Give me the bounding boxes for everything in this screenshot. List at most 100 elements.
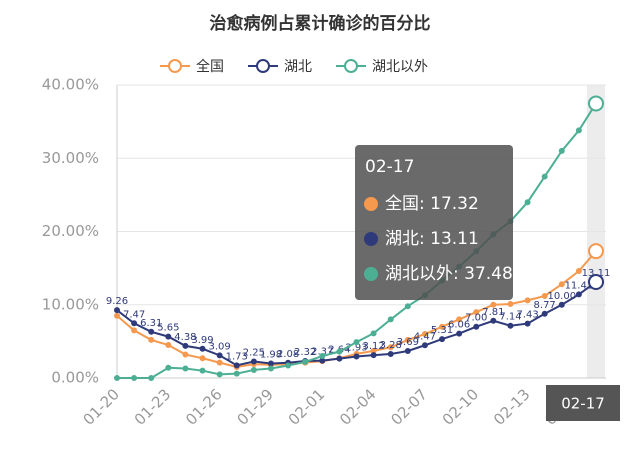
axis-pointer-label-bg [546,385,620,421]
data-point [541,292,548,299]
data-point [148,375,155,381]
data-label: 3.69 [397,337,419,348]
data-label: 2.37 [311,347,333,358]
data-point [541,173,548,180]
data-point [165,342,172,349]
data-point [131,375,138,381]
data-point [285,362,292,369]
data-point [524,297,531,304]
data-label: 9.26 [106,296,128,307]
axis-pointer-label: 02-17 [561,395,605,413]
data-label: 7.14 [499,312,521,323]
data-point [421,342,428,349]
x-tick-label: 01-23 [131,385,175,429]
legend-marker [168,59,182,73]
data-point [558,147,565,154]
data-point [473,309,480,316]
x-tick-label: 01-20 [79,385,123,429]
data-point [387,344,394,351]
y-tick-label: 30.00% [42,149,99,167]
tooltip-title: 02-17 [365,157,414,177]
data-point [165,364,172,371]
tooltip-entry: 湖北以外: 37.48 [385,264,513,284]
data-label: 7.43 [516,310,538,321]
data-point [319,353,326,360]
legend: 全国 湖北 湖北以外 [160,58,428,75]
data-point [588,95,604,112]
data-point [558,281,565,288]
data-point [148,336,155,343]
data-label: 7.47 [123,309,145,320]
data-point [216,371,223,378]
data-label: 4.38 [174,332,196,343]
data-point [575,127,582,134]
data-point [404,303,411,310]
x-tick-label: 02-13 [490,385,534,429]
data-label: 13.11 [582,268,611,279]
x-tick-label: 01-26 [182,385,226,429]
data-point [199,345,206,352]
data-point [182,351,189,358]
legend-label: 湖北以外 [372,59,428,75]
data-point [182,365,189,372]
data-point [336,348,343,355]
x-tick-label: 02-10 [439,385,483,429]
y-tick-label: 0.00% [51,369,99,387]
x-tick-label: 02-04 [336,385,380,429]
data-point [524,199,531,206]
data-point [336,355,343,362]
data-point [250,358,257,365]
tooltip-series-name: 全国 [385,194,419,214]
legend-marker [344,59,358,73]
data-point [507,322,514,329]
data-label: 7.81 [482,307,504,318]
data-point [319,357,326,364]
tooltip-value: 37.48 [464,264,513,284]
data-label: 5.31 [431,325,453,336]
data-point [439,323,446,330]
data-point [404,347,411,354]
data-label: 5.65 [157,323,179,334]
data-label: 11.41 [565,280,594,291]
data-point [524,320,531,327]
data-point [353,353,360,360]
data-point [302,358,309,365]
data-point [182,342,189,349]
data-point [490,301,497,308]
data-point [216,352,223,359]
data-label: 3.28 [380,340,402,351]
data-point [588,273,604,290]
data-point [456,316,463,323]
data-point [439,336,446,343]
data-label: 8.77 [534,300,556,311]
data-label: 1.98 [260,349,282,360]
data-point [456,330,463,337]
data-point [507,301,514,308]
x-tick-label: 01-29 [233,385,277,429]
chart-title: 治愈病例占累计确诊的百分比 [210,13,431,34]
data-point [387,350,394,357]
tooltip-series-name: 湖北以外 [385,264,453,284]
y-tick-label: 40.00% [42,76,99,94]
legend-label: 湖北 [284,59,312,75]
data-label: 2.08 [277,349,299,360]
legend-label: 全国 [196,58,224,75]
data-point [131,320,138,327]
tooltip [355,145,513,300]
data-label: 1.73 [226,351,248,362]
legend-marker [256,59,270,73]
tooltip-value: 17.32 [430,194,479,214]
data-point [250,366,257,373]
tooltip-value: 13.11 [430,229,479,249]
data-label: 7.00 [465,313,487,324]
y-tick-label: 20.00% [42,222,99,240]
x-tick-label: 02-07 [387,385,431,429]
data-point [404,336,411,343]
data-label: 3.12 [362,341,384,352]
data-point [199,367,206,374]
data-label: 2.32 [294,347,316,358]
tooltip-marker [364,232,378,246]
data-point [131,327,138,334]
tooltip-entry: 全国: 17.32 [385,194,479,214]
